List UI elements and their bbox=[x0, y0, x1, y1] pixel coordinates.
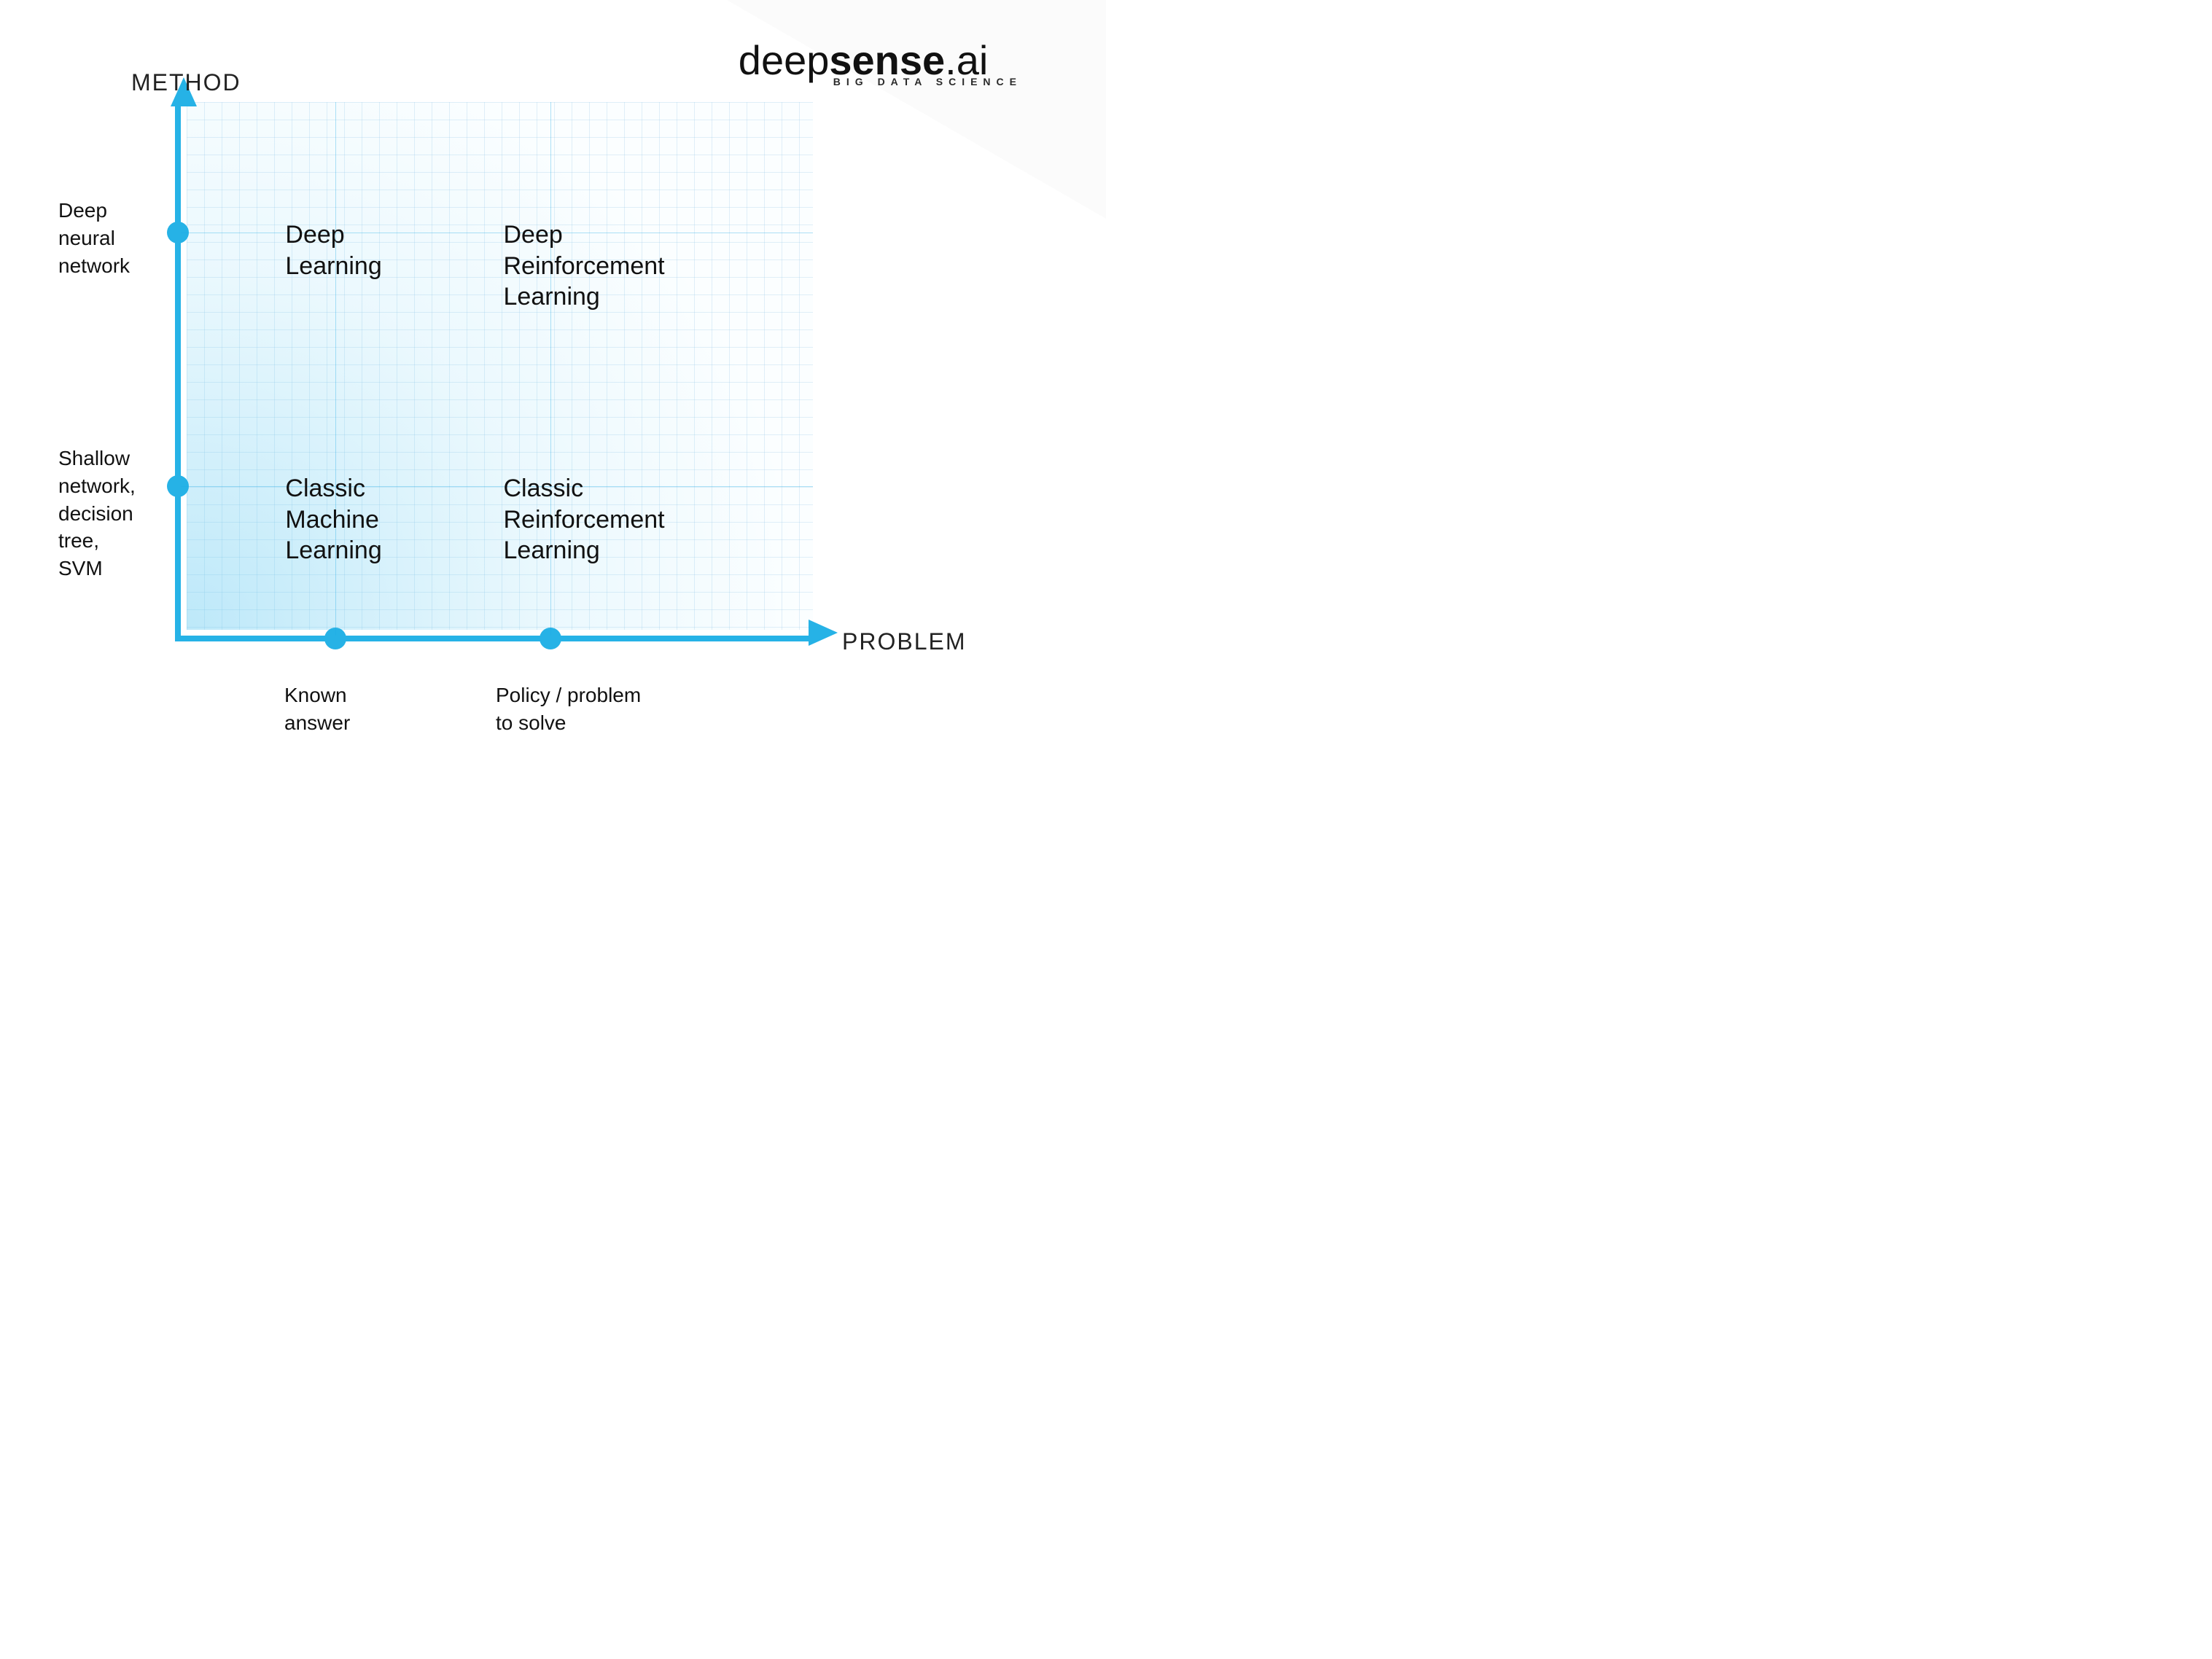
quadrant-label: Deep Learning bbox=[285, 219, 381, 281]
h-guide-line bbox=[181, 486, 813, 487]
brand-prefix: deep bbox=[739, 37, 830, 83]
quadrant-label: Deep Reinforcement Learning bbox=[504, 219, 665, 313]
x-tick-label: Known answer bbox=[284, 682, 350, 737]
brand-logo: deepsense.ai BIG DATA SCIENCE bbox=[739, 40, 1022, 87]
quadrant-label: Classic Machine Learning bbox=[285, 473, 381, 566]
brand-name: deepsense.ai bbox=[739, 40, 1022, 81]
plot-area bbox=[175, 102, 813, 641]
y-tick-label: Shallow network, decision tree, SVM bbox=[58, 445, 136, 582]
x-axis-title: PROBLEM bbox=[842, 628, 966, 655]
quadrant-chart: Deep Learning Deep Reinforcement Learning… bbox=[175, 102, 813, 641]
x-axis-arrow-icon bbox=[809, 620, 838, 646]
x-tick-label: Policy / problem to solve bbox=[496, 682, 641, 737]
y-axis-title: METHOD bbox=[131, 69, 241, 96]
y-tick-label: Deep neural network bbox=[58, 197, 130, 279]
plot-background bbox=[187, 102, 813, 630]
diagram-canvas: deepsense.ai BIG DATA SCIENCE Deep Learn… bbox=[0, 0, 1106, 830]
quadrant-label: Classic Reinforcement Learning bbox=[504, 473, 665, 566]
